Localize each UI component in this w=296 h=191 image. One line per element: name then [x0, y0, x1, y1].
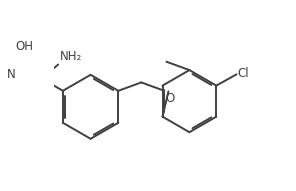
Text: Cl: Cl	[237, 67, 249, 80]
Text: OH: OH	[16, 40, 34, 53]
Text: O: O	[165, 92, 174, 105]
Text: NH₂: NH₂	[60, 50, 82, 63]
Text: N: N	[7, 68, 16, 81]
